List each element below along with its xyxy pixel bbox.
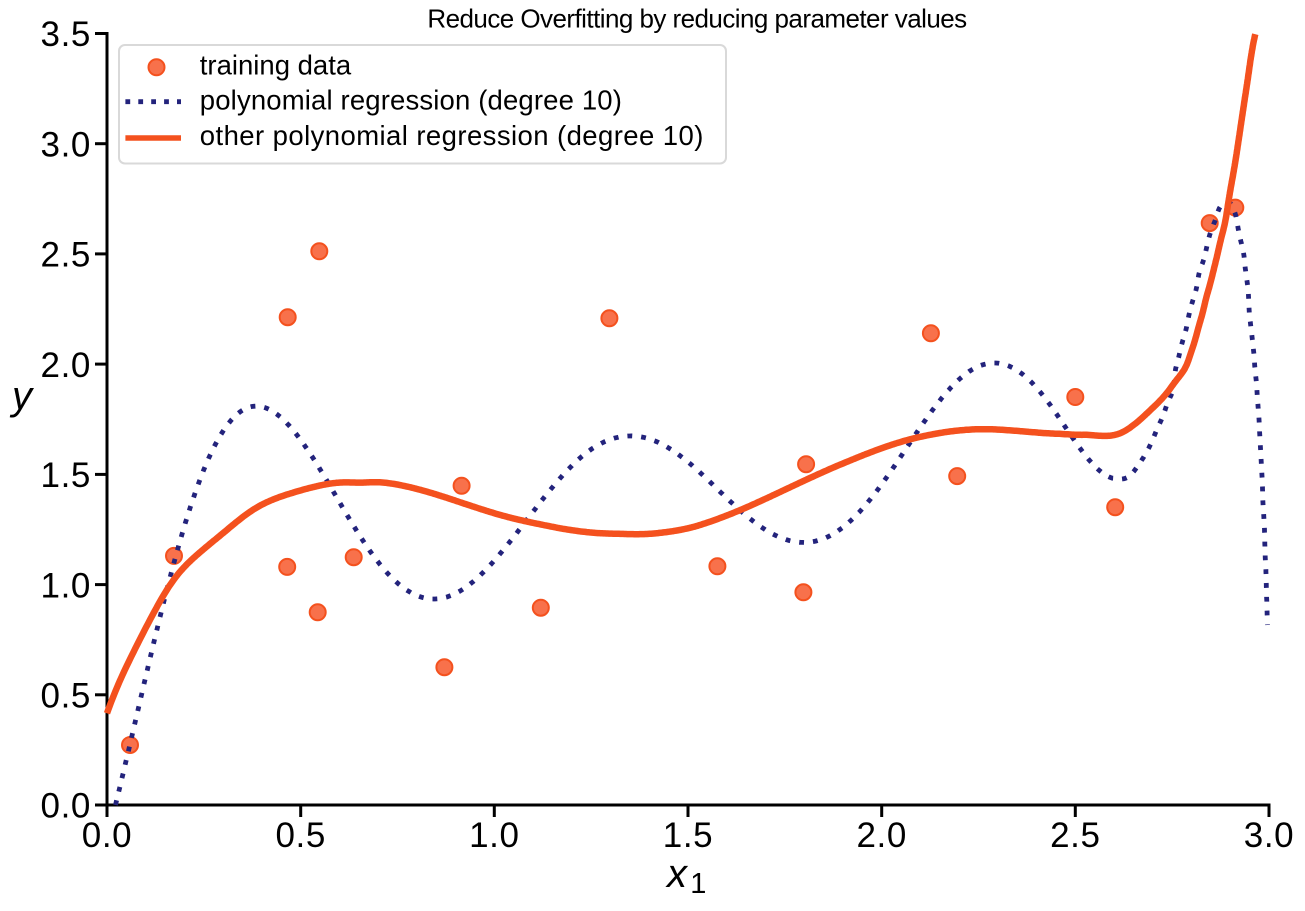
svg-text:0.5: 0.5 bbox=[41, 677, 91, 716]
svg-text:2.5: 2.5 bbox=[1050, 816, 1100, 855]
svg-text:training data: training data bbox=[200, 49, 352, 80]
svg-text:0.5: 0.5 bbox=[275, 816, 325, 855]
svg-text:1.5: 1.5 bbox=[663, 816, 713, 855]
svg-text:Reduce Overfitting by reducing: Reduce Overfitting by reducing parameter… bbox=[427, 4, 967, 34]
svg-text:0.0: 0.0 bbox=[41, 787, 91, 826]
svg-text:1.5: 1.5 bbox=[41, 456, 91, 495]
svg-text:0.0: 0.0 bbox=[82, 816, 132, 855]
svg-text:3.5: 3.5 bbox=[41, 15, 91, 54]
svg-text:3.0: 3.0 bbox=[1244, 816, 1294, 855]
svg-text:1.0: 1.0 bbox=[41, 566, 91, 605]
svg-text:2.5: 2.5 bbox=[41, 236, 91, 275]
svg-text:other polynomial regression (d: other polynomial regression (degree 10) bbox=[200, 120, 704, 151]
svg-text:y: y bbox=[9, 374, 35, 418]
svg-text:3.0: 3.0 bbox=[41, 125, 91, 164]
svg-text:2.0: 2.0 bbox=[41, 346, 91, 385]
svg-text:polynomial regression (degree: polynomial regression (degree 10) bbox=[200, 85, 622, 116]
svg-text:1.0: 1.0 bbox=[469, 816, 519, 855]
svg-text:2.0: 2.0 bbox=[856, 816, 906, 855]
